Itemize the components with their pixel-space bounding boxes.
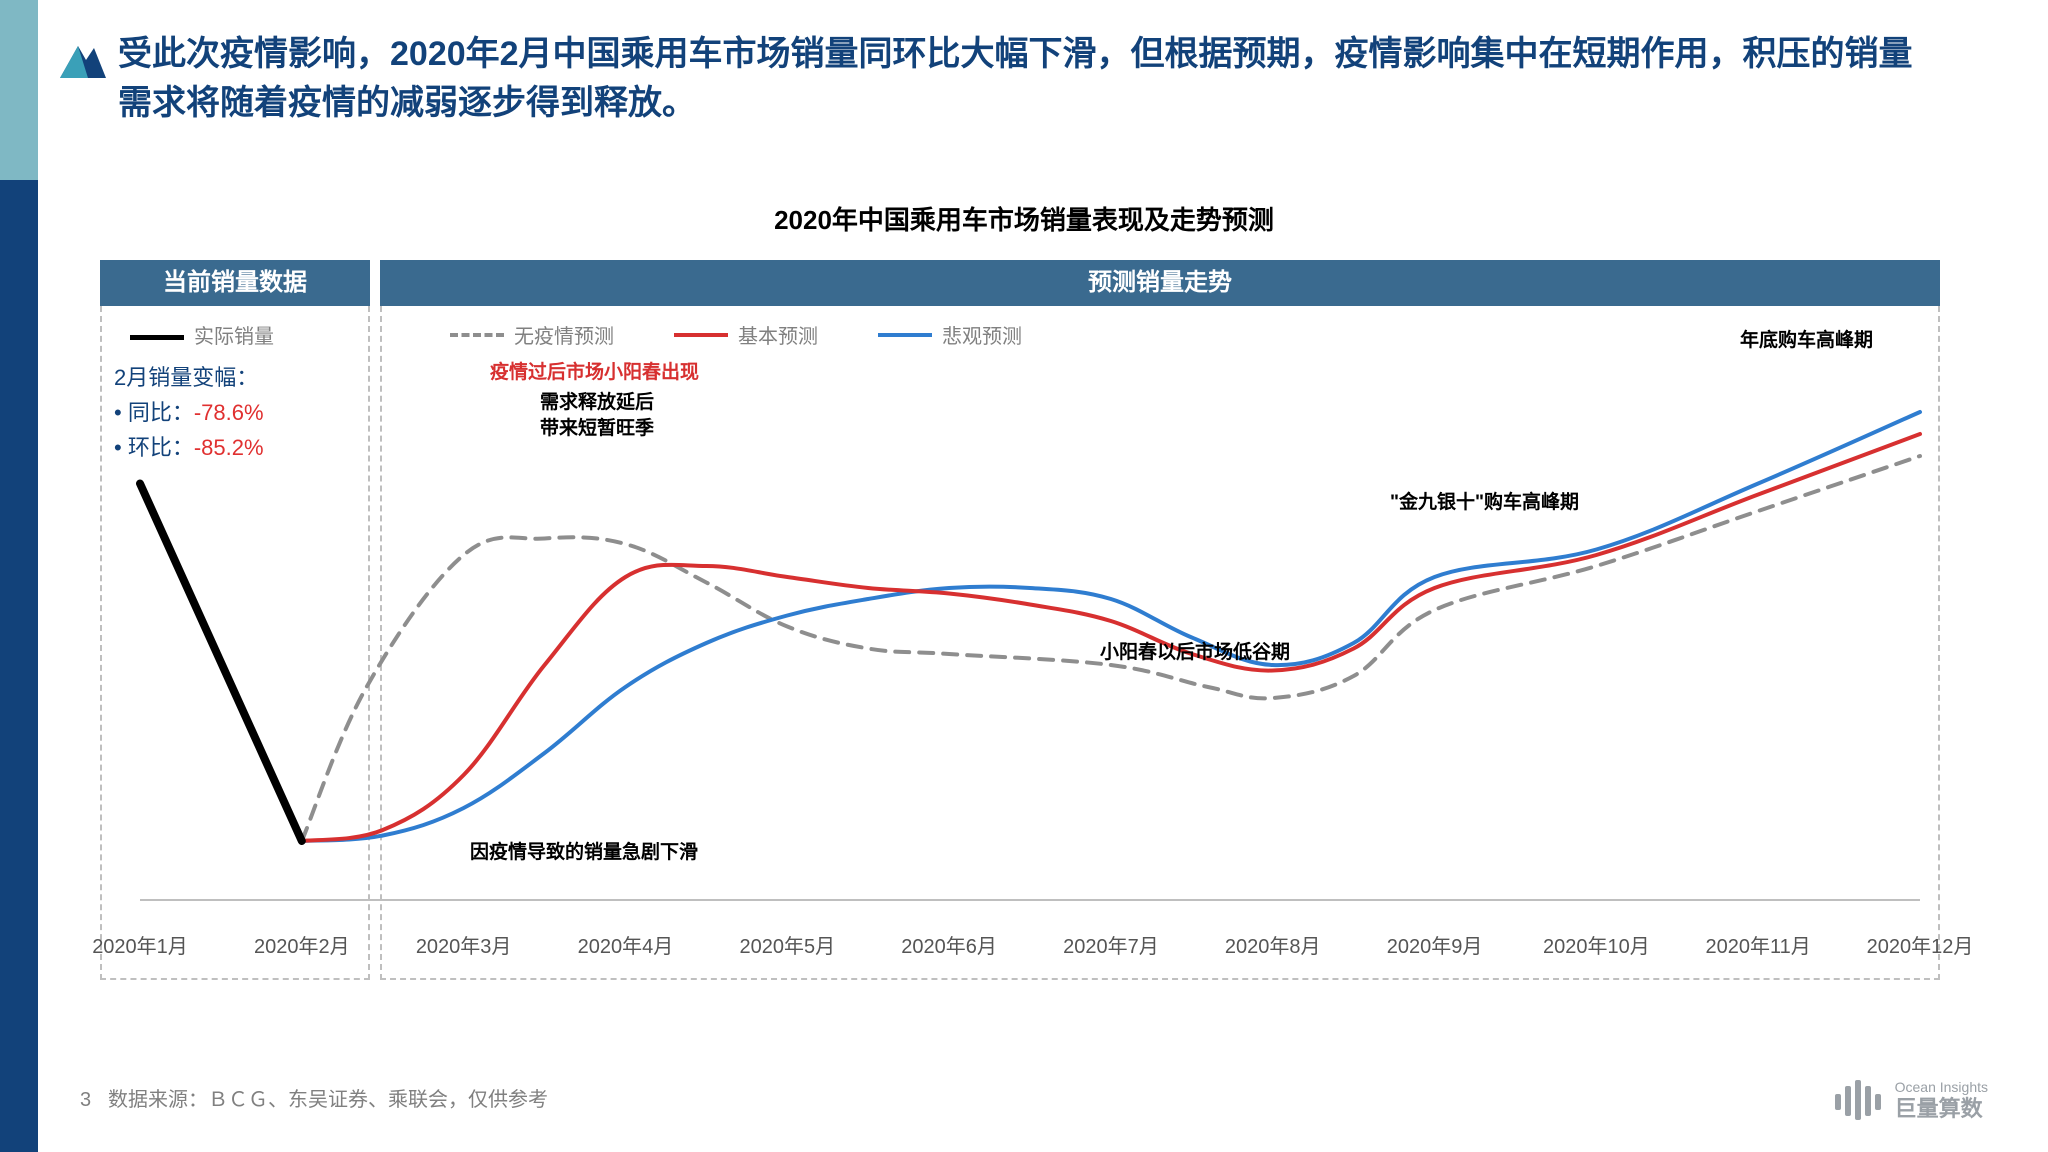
panel-header-current: 当前销量数据 [100, 260, 370, 306]
x-label: 2020年11月 [1706, 930, 1811, 959]
x-label: 2020年6月 [901, 930, 997, 959]
x-label: 2020年5月 [739, 930, 835, 959]
x-label: 2020年7月 [1063, 930, 1159, 959]
x-label: 2020年1月 [92, 930, 188, 959]
chart-svg [100, 306, 1940, 916]
chart-area: 当前销量数据 预测销量走势 实际销量 2月销量变幅： • 同比：-78.6% •… [100, 260, 1940, 980]
annotation-spring: 疫情过后市场小阳春出现 [490, 360, 699, 386]
annotation-golden: "金九银十"购车高峰期 [1390, 490, 1579, 516]
accent-teal [0, 0, 38, 180]
footer-source: 数据来源：ＢＣＧ、东吴证券、乘联会，仅供参考 [108, 1083, 548, 1112]
annotation-delayed-l1: 需求释放延后 [540, 392, 654, 413]
chart-title: 2020年中国乘用车市场销量表现及走势预测 [0, 200, 2048, 237]
brand-text: Ocean Insights 巨量算数 [1895, 1079, 1988, 1122]
annotation-yearend: 年底购车高峰期 [1740, 328, 1873, 354]
x-label: 2020年8月 [1225, 930, 1321, 959]
x-label: 2020年9月 [1387, 930, 1483, 959]
brand-bars-icon [1835, 1080, 1881, 1120]
page-title: 受此次疫情影响，2020年2月中国乘用车市场销量同环比大幅下滑，但根据预期，疫情… [118, 30, 1938, 129]
brand-en: Ocean Insights [1895, 1079, 1988, 1096]
annotation-delayed-demand: 需求释放延后 带来短暂旺季 [540, 390, 654, 441]
logo-icon [60, 38, 106, 84]
brand-logo: Ocean Insights 巨量算数 [1835, 1079, 1988, 1122]
brand-cn: 巨量算数 [1895, 1096, 1988, 1122]
accent-blue [0, 180, 38, 1152]
panel-header-forecast: 预测销量走势 [380, 260, 1940, 306]
x-label: 2020年4月 [578, 930, 674, 959]
x-label: 2020年3月 [416, 930, 512, 959]
x-label: 2020年12月 [1867, 930, 1974, 959]
annotation-trough: 小阳春以后市场低谷期 [1100, 640, 1290, 666]
annotation-delayed-l2: 带来短暂旺季 [540, 418, 654, 439]
x-axis-labels: 2020年1月2020年2月2020年3月2020年4月2020年5月2020年… [100, 930, 1940, 970]
page-number: 3 [80, 1089, 91, 1112]
x-label: 2020年10月 [1543, 930, 1650, 959]
x-label: 2020年2月 [254, 930, 350, 959]
annotation-sharp-drop: 因疫情导致的销量急剧下滑 [470, 840, 698, 866]
